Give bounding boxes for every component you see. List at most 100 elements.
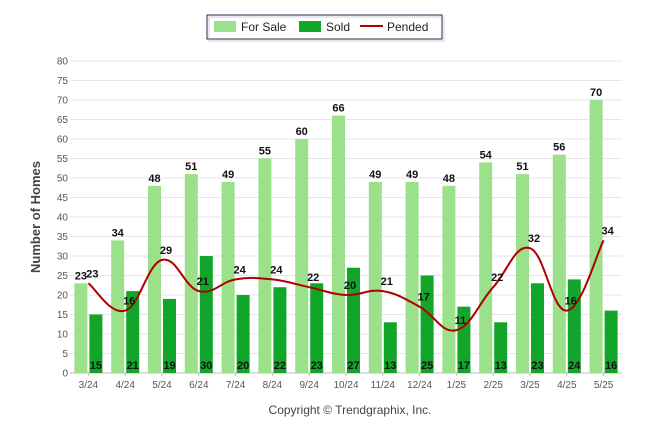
x-tick-label: 5/25	[594, 380, 614, 391]
bar-sold	[420, 275, 434, 373]
data-labels: 23 15 34 21 48 19 51 30 49 20 55 22 60 23 66 27 49 13 49 25…	[75, 87, 617, 372]
bar-for-sale	[148, 185, 161, 373]
data-label-for-sale: 51	[516, 161, 528, 173]
data-label-sold: 23	[531, 360, 543, 372]
y-axis-ticks: 0 5 10 15 20 25 30 35 40 45 50 55 60 65 70 75 80	[57, 57, 69, 380]
data-label-sold: 27	[347, 360, 359, 372]
x-tick-label: 5/24	[152, 380, 172, 391]
y-tick-label: 10	[57, 330, 69, 341]
x-tick-label: 1/25	[447, 380, 467, 391]
x-axis-ticks: 3/24 4/24 5/24 6/24 7/24 8/24 9/24 10/24 11/24 12…	[79, 373, 614, 391]
pended-line	[87, 239, 605, 332]
y-tick-label: 0	[62, 369, 68, 380]
bar-for-sale	[442, 185, 456, 373]
bar-sold	[567, 279, 581, 373]
data-label-pended: 11	[455, 315, 467, 327]
data-label-pended: 20	[344, 280, 356, 292]
data-label-pended: 17	[417, 292, 429, 304]
bar-for-sale	[74, 283, 88, 373]
y-axis-label: Number of Homes	[28, 161, 43, 273]
bar-sold	[383, 322, 397, 373]
data-label-pended: 22	[307, 272, 319, 284]
x-tick-label: 4/24	[115, 380, 135, 391]
bar-for-sale	[368, 181, 382, 373]
data-label-sold: 20	[237, 360, 249, 372]
legend-label-sold: Sold	[326, 20, 350, 34]
data-label-pended: 32	[528, 233, 540, 245]
gridlines	[70, 60, 622, 354]
data-label-for-sale: 56	[553, 142, 565, 154]
bar-sold	[236, 295, 250, 373]
y-tick-label: 40	[57, 213, 69, 224]
pended-series	[87, 239, 605, 332]
legend: For Sale Sold Pended	[206, 14, 445, 42]
bar-for-sale	[479, 162, 493, 373]
data-label-pended: 16	[123, 296, 135, 308]
bar-sold	[604, 310, 618, 373]
data-label-sold: 25	[421, 360, 433, 372]
y-tick-label: 70	[57, 96, 69, 107]
bar-sold	[494, 322, 508, 373]
legend-label-pended: Pended	[387, 20, 428, 34]
copyright-footer: Copyright © Trendgraphix, Inc.	[269, 403, 432, 417]
data-label-sold: 13	[495, 360, 507, 372]
data-label-pended: 23	[86, 268, 98, 280]
x-tick-label: 7/24	[226, 380, 246, 391]
bar-for-sale	[552, 154, 566, 373]
data-label-pended: 29	[160, 245, 172, 257]
data-label-sold: 24	[568, 360, 581, 372]
y-tick-label: 5	[62, 349, 68, 360]
data-label-for-sale: 23	[75, 270, 87, 282]
x-tick-label: 11/24	[371, 380, 396, 391]
bars	[74, 100, 618, 373]
data-label-for-sale: 49	[222, 169, 234, 181]
data-label-pended: 22	[491, 272, 503, 284]
y-tick-label: 75	[57, 76, 69, 87]
data-label-for-sale: 51	[185, 161, 197, 173]
x-tick-label: 4/25	[557, 380, 577, 391]
y-tick-label: 60	[57, 135, 69, 146]
x-tick-label: 2/25	[483, 380, 503, 391]
data-label-sold: 19	[163, 360, 175, 372]
bar-for-sale	[516, 174, 529, 373]
data-label-pended: 21	[381, 276, 393, 288]
y-tick-label: 45	[57, 193, 69, 204]
x-tick-label: 9/24	[299, 380, 319, 391]
bar-for-sale	[295, 139, 309, 373]
data-label-sold: 13	[384, 360, 396, 372]
y-tick-label: 20	[57, 291, 69, 302]
x-tick-label: 6/24	[189, 380, 209, 391]
y-tick-label: 80	[57, 57, 69, 68]
y-tick-label: 65	[57, 115, 69, 126]
bar-sold	[199, 256, 213, 373]
x-tick-label: 10/24	[333, 380, 358, 391]
data-label-for-sale: 48	[443, 173, 455, 185]
y-tick-label: 50	[57, 174, 69, 185]
bar-for-sale	[221, 181, 235, 373]
data-label-for-sale: 66	[332, 103, 344, 115]
x-tick-label: 12/24	[407, 380, 432, 391]
legend-label-for-sale: For Sale	[241, 20, 287, 34]
data-label-for-sale: 54	[480, 149, 493, 161]
data-label-for-sale: 70	[590, 87, 602, 99]
x-tick-label: 3/24	[79, 380, 99, 391]
data-label-for-sale: 60	[296, 126, 308, 138]
data-label-sold: 15	[90, 360, 102, 372]
bar-sold	[273, 287, 287, 373]
bar-for-sale	[589, 100, 603, 373]
bar-for-sale	[332, 115, 345, 373]
y-tick-label: 35	[57, 232, 69, 243]
data-label-sold: 22	[274, 360, 286, 372]
y-tick-label: 25	[57, 271, 69, 282]
data-label-for-sale: 55	[259, 146, 271, 158]
data-label-pended: 16	[565, 296, 577, 308]
bar-for-sale	[184, 174, 198, 373]
bar-sold	[163, 298, 176, 373]
y-tick-label: 15	[57, 310, 69, 321]
bar-sold	[310, 283, 324, 373]
bar-for-sale	[258, 158, 272, 373]
bar-for-sale	[111, 240, 125, 373]
data-label-pended: 24	[270, 264, 283, 276]
data-label-sold: 23	[311, 360, 323, 372]
